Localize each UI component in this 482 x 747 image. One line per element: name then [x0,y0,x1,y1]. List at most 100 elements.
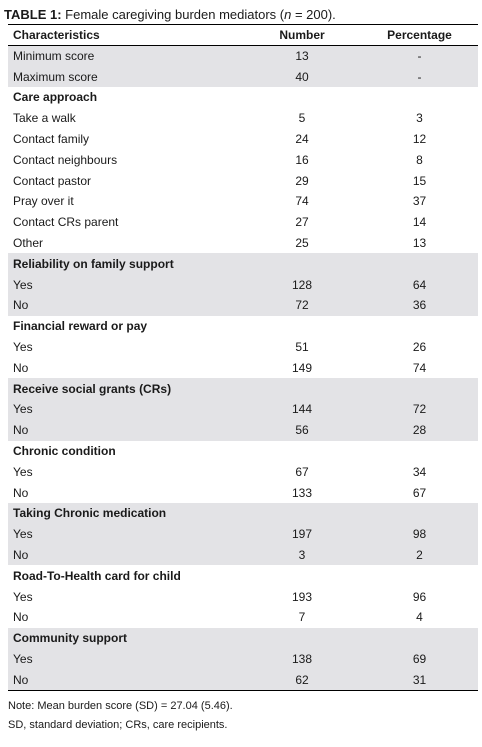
section-label: Reliability on family support [8,253,478,275]
table-row: Contact family 24 12 [8,129,478,150]
table-notes: Note: Mean burden score (SD) = 27.04 (5.… [8,697,478,735]
percentage-cell: 28 [361,419,478,441]
number-cell: 72 [243,295,361,316]
table-row: Yes 51 26 [8,337,478,358]
table-row: Pray over it 74 37 [8,191,478,212]
table-row: Yes 138 69 [8,648,478,670]
percentage-cell: 8 [416,152,423,167]
table-body: Minimum score 13- Maximum score 40- Care app… [8,45,478,691]
percentage-cell: 98 [361,523,478,545]
number-cell: 27 [295,215,309,230]
section-header-row: Financial reward or pay [8,316,478,337]
number-cell: 16 [295,152,309,167]
table-row: No 7 4 [8,607,478,628]
row-label: Yes [13,589,33,604]
row-label: No [8,669,243,691]
row-label: Contact pastor [13,173,92,188]
number-cell: 40 [243,66,361,88]
table-row: No 133 67 [8,482,478,503]
table-row: Yes 67 34 [8,461,478,482]
caption-text: Female caregiving burden mediators ( [61,7,285,22]
percentage-cell: 26 [412,340,427,355]
row-label: No [13,485,29,500]
section-header-row: Road-To-Health card for child [8,565,478,586]
table-row: Yes 197 98 [8,523,478,545]
column-header-characteristics: Characteristics [8,24,243,46]
section-label: Road-To-Health card for child [13,568,181,583]
section-header-row: Reliability on family support [8,253,478,275]
percentage-cell: 13 [412,236,427,251]
sample-size-symbol: n [284,7,292,22]
percentage-cell: 64 [361,274,478,296]
percentage-cell: 4 [416,610,423,625]
number-cell: 138 [243,648,361,670]
row-label: Yes [8,648,243,670]
table-row: Take a walk 5 3 [8,108,478,129]
row-label: No [8,544,243,566]
section-label: Taking Chronic medication [8,503,478,524]
table-row: Minimum score 13- [8,45,478,67]
number-cell: 133 [291,485,313,500]
number-cell: 3 [243,544,361,566]
row-label: Yes [13,340,33,355]
number-cell: 128 [243,274,361,296]
note-mean-score: Note: Mean burden score (SD) = 27.04 (5.… [8,699,233,712]
document: TABLE 1: Female caregiving burden mediat… [4,0,478,735]
row-label: No [13,360,29,375]
number-cell: 51 [295,340,309,355]
table-row: No 149 74 [8,357,478,378]
table-row: Yes 193 96 [8,586,478,607]
table-row: Yes 128 64 [8,274,478,296]
section-label: Chronic condition [13,444,116,459]
percentage-cell: - [361,45,478,67]
table-row: No 62 31 [8,669,478,691]
percentage-cell: 31 [361,669,478,691]
percentage-cell: 72 [361,399,478,420]
note-abbreviations: SD, standard deviation; CRs, care recipi… [8,718,228,731]
row-label: Contact CRs parent [13,215,119,230]
section-label: Care approach [13,90,98,105]
data-table: Characteristics Number Percentage Minimu… [8,24,478,691]
number-cell: 13 [243,45,361,67]
section-header-row: Community support [8,627,478,649]
row-label: Yes [8,274,243,296]
table-row: Contact neighbours 16 8 [8,149,478,170]
row-label: No [13,610,29,625]
number-cell: 67 [295,464,309,479]
row-label: Contact family [13,132,90,147]
table-row: Contact pastor 29 15 [8,170,478,191]
percentage-cell: 15 [412,173,427,188]
number-cell: 74 [295,194,309,209]
row-label: Yes [8,399,243,420]
table-caption: TABLE 1: Female caregiving burden mediat… [4,6,478,24]
number-cell: 25 [295,236,309,251]
section-label: Community support [8,627,478,649]
row-label: Other [13,236,44,251]
row-label: No [8,419,243,441]
number-cell: 29 [295,173,309,188]
section-header-row: Taking Chronic medication [8,503,478,524]
percentage-cell: 34 [412,464,427,479]
table-label: TABLE 1: [4,7,62,22]
number-cell: 144 [243,399,361,420]
percentage-cell: 37 [412,194,427,209]
percentage-cell: 36 [361,295,478,316]
column-header-number: Number [243,24,361,46]
percentage-cell: 2 [361,544,478,566]
number-cell: 193 [291,589,313,604]
row-label: Take a walk [13,111,76,126]
table-row: Other 25 13 [8,233,478,254]
section-label: Receive social grants (CRs) [8,378,478,400]
percentage-cell: 96 [412,589,427,604]
table-row: No 3 2 [8,544,478,566]
percentage-cell: 69 [361,648,478,670]
row-label: No [8,295,243,316]
section-header-row: Care approach [8,87,478,108]
number-cell: 24 [295,132,309,147]
percentage-cell: 14 [412,215,427,230]
table-row: Contact CRs parent 27 14 [8,212,478,233]
row-label: Minimum score [8,45,243,67]
row-label: Pray over it [13,194,74,209]
header-row: Characteristics Number Percentage [8,24,478,46]
row-label: Yes [8,523,243,545]
